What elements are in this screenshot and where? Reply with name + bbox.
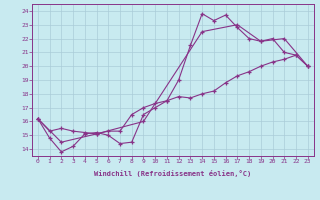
X-axis label: Windchill (Refroidissement éolien,°C): Windchill (Refroidissement éolien,°C) [94, 170, 252, 177]
